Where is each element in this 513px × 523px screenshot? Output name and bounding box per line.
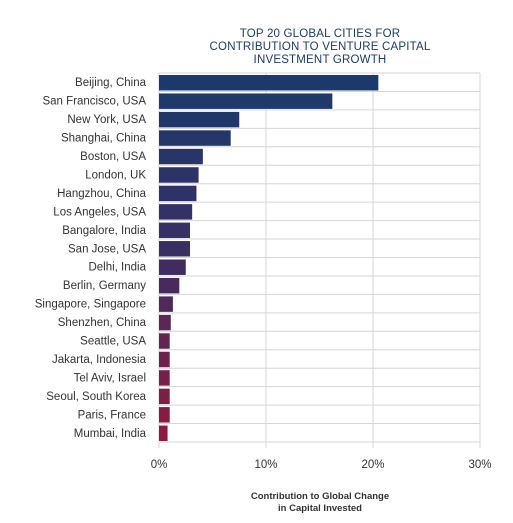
category-label: Jakarta, Indonesia (52, 354, 147, 366)
category-label: Mumbai, India (74, 428, 147, 440)
bar (159, 314, 171, 331)
category-label: Beijing, China (75, 77, 147, 89)
chart-title-line-3: INVESTMENT GROWTH (253, 54, 387, 66)
bar (159, 351, 170, 368)
bar (159, 259, 186, 275)
bar (159, 296, 173, 312)
chart-title: TOP 20 GLOBAL CITIES FOR CONTRIBUTION TO… (130, 28, 510, 67)
bar (159, 407, 170, 423)
bar (159, 167, 199, 183)
bar (159, 93, 333, 109)
category-label: Berlin, Germany (63, 280, 146, 292)
category-label: Bangalore, India (62, 225, 146, 237)
bar (159, 148, 203, 165)
bar (159, 425, 168, 441)
category-label: Boston, USA (80, 151, 146, 163)
x-tick-label: 0% (151, 459, 168, 471)
category-label: New York, USA (67, 114, 146, 126)
category-labels: Beijing, China San Francisco, USA New York… (35, 77, 147, 440)
bar (159, 204, 193, 220)
bar (159, 388, 170, 405)
x-tick-label: 30% (468, 459, 491, 471)
category-label: Los Angeles, USA (53, 206, 146, 218)
bar (159, 185, 197, 202)
bar (159, 130, 231, 146)
category-label: Delhi, India (88, 262, 146, 274)
category-label: London, UK (85, 169, 146, 181)
bar (159, 241, 191, 257)
bar (159, 111, 240, 128)
bar (159, 370, 170, 386)
category-label: Shanghai, China (61, 133, 147, 145)
category-label: Hangzhou, China (57, 188, 146, 200)
x-tick-labels: 0% 10% 20% 30% (151, 459, 492, 471)
grid-lines (158, 72, 481, 448)
category-label: San Francisco, USA (42, 96, 146, 108)
category-label: Paris, France (78, 409, 146, 421)
category-label: Shenzhen, China (58, 317, 147, 329)
x-tick-label: 20% (361, 459, 384, 471)
category-label: San Jose, USA (68, 243, 146, 255)
bar (159, 75, 379, 91)
bar (159, 333, 170, 349)
category-label: Seoul, South Korea (46, 391, 146, 403)
bar (159, 222, 191, 239)
bar (159, 277, 180, 294)
x-tick-label: 10% (254, 459, 277, 471)
x-axis-title-line-1: Contribution to Global Change (250, 491, 390, 502)
category-label: Tel Aviv, Israel (74, 372, 146, 384)
x-axis-title: Contribution to Global Change in Capital… (180, 491, 460, 515)
chart-title-line-1: TOP 20 GLOBAL CITIES FOR (239, 28, 401, 40)
category-label: Seattle, USA (80, 336, 146, 348)
bars (159, 75, 379, 441)
category-label: Singapore, Singapore (35, 299, 146, 311)
x-axis-title-line-2: in Capital Invested (278, 503, 362, 514)
chart-title-line-2: CONTRIBUTION TO VENTURE CAPITAL (209, 41, 431, 53)
